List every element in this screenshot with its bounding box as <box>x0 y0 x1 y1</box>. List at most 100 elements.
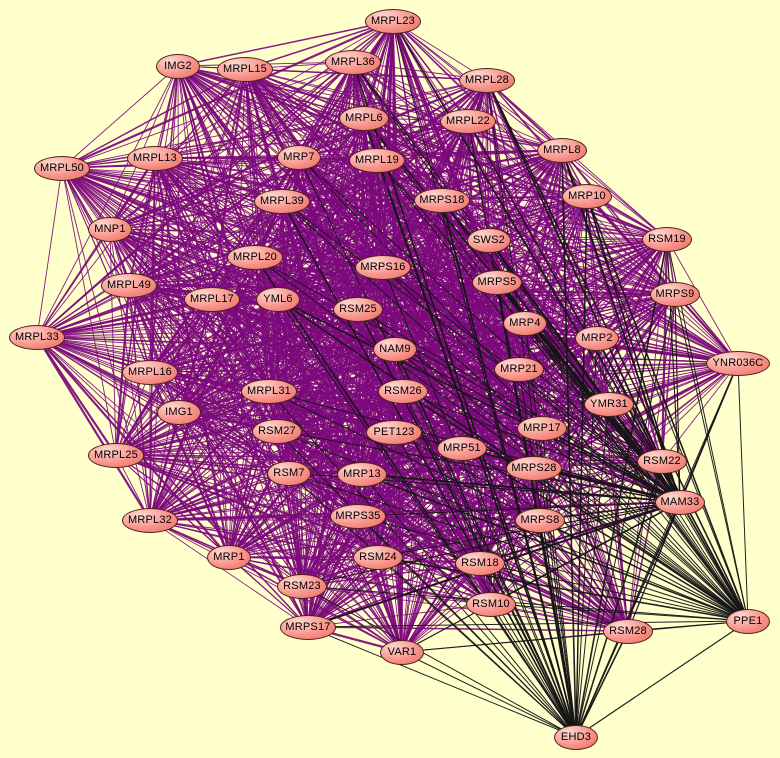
node-label: RSM10 <box>472 597 510 610</box>
node-label: RSM7 <box>273 466 305 479</box>
node-mrps28[interactable]: MRPS28 <box>505 455 563 481</box>
node-mrpl32[interactable]: MRPL32 <box>121 507 179 533</box>
node-mrpl22[interactable]: MRPL22 <box>439 108 497 134</box>
edge <box>666 238 739 364</box>
edge <box>467 120 629 632</box>
node-label: MRPL19 <box>354 153 399 166</box>
node-mrpl17[interactable]: MRPL17 <box>183 286 241 312</box>
node-mrps9[interactable]: MRPS9 <box>650 281 700 307</box>
node-mrp13[interactable]: MRP13 <box>337 461 387 487</box>
node-label: MRP17 <box>523 421 561 434</box>
node-mrps17[interactable]: MRPS17 <box>279 614 337 640</box>
node-mrpl36[interactable]: MRPL36 <box>324 49 382 75</box>
node-mrpl8[interactable]: MRPL8 <box>537 137 587 163</box>
edge <box>301 519 541 587</box>
edge <box>307 515 359 628</box>
node-mrpl39[interactable]: MRPL39 <box>253 188 311 214</box>
node-rsm24[interactable]: RSM24 <box>353 544 403 570</box>
edge <box>361 473 681 503</box>
node-ehd3[interactable]: EHD3 <box>554 724 598 750</box>
edge <box>307 626 577 738</box>
node-rsm10[interactable]: RSM10 <box>466 591 516 617</box>
node-label: MRP2 <box>581 331 613 344</box>
node-nam9[interactable]: NAM9 <box>373 336 417 362</box>
node-rsm22[interactable]: RSM22 <box>637 448 687 474</box>
node-mam33[interactable]: MAM33 <box>655 489 705 515</box>
node-mrp51[interactable]: MRP51 <box>437 435 487 461</box>
node-mrpl25[interactable]: MRPL25 <box>87 442 145 468</box>
edge <box>486 79 681 503</box>
node-mrpl49[interactable]: MRPL49 <box>100 272 158 298</box>
node-label: MRPL23 <box>370 14 415 27</box>
node-mrpl50[interactable]: MRPL50 <box>33 155 91 181</box>
edge <box>36 336 303 587</box>
node-label: MNP1 <box>94 222 126 235</box>
node-label: MRPL39 <box>259 194 304 207</box>
node-mrpl31[interactable]: MRPL31 <box>240 378 298 404</box>
node-mrpl19[interactable]: MRPL19 <box>348 147 406 173</box>
node-mrp4[interactable]: MRP4 <box>503 310 547 336</box>
node-mrpl28[interactable]: MRPL28 <box>458 67 516 93</box>
edge <box>490 603 577 738</box>
node-var1[interactable]: VAR1 <box>380 639 424 665</box>
node-mrps18[interactable]: MRPS18 <box>413 187 471 213</box>
node-img1[interactable]: IMG1 <box>157 399 201 425</box>
node-rsm26[interactable]: RSM26 <box>378 378 428 404</box>
edge <box>254 159 378 258</box>
edge <box>109 228 404 392</box>
node-mnp1[interactable]: MNP1 <box>88 216 132 242</box>
node-mrpl20[interactable]: MRPL20 <box>226 244 284 270</box>
node-yml6[interactable]: YML6 <box>256 286 300 312</box>
edge <box>298 156 681 503</box>
node-ynr036c[interactable]: YNR036C <box>706 350 770 376</box>
edge <box>154 157 378 161</box>
node-mrps8[interactable]: MRPS8 <box>515 507 565 533</box>
node-rsm7[interactable]: RSM7 <box>267 460 311 486</box>
node-mrp2[interactable]: MRP2 <box>575 325 619 351</box>
node-rsm19[interactable]: RSM19 <box>642 226 692 252</box>
node-ymr31[interactable]: YMR31 <box>584 391 634 417</box>
node-mrpl16[interactable]: MRPL16 <box>121 359 179 385</box>
node-rsm23[interactable]: RSM23 <box>277 573 327 599</box>
node-mrpl13[interactable]: MRPL13 <box>126 145 184 171</box>
edge <box>254 195 588 258</box>
node-mrp7[interactable]: MRP7 <box>277 144 321 170</box>
edge <box>228 472 290 558</box>
node-mrp10[interactable]: MRP10 <box>562 183 612 209</box>
node-rsm28[interactable]: RSM28 <box>603 618 653 644</box>
node-label: RSM19 <box>648 232 686 245</box>
node-sws2[interactable]: SWS2 <box>467 227 511 253</box>
node-rsm18[interactable]: RSM18 <box>455 550 505 576</box>
edge <box>401 460 663 653</box>
node-pet123[interactable]: PET123 <box>365 419 423 445</box>
edge <box>298 156 749 622</box>
edge <box>401 620 749 653</box>
node-mrp21[interactable]: MRP21 <box>494 356 544 382</box>
node-ppe1[interactable]: PPE1 <box>726 608 770 634</box>
edge <box>268 389 610 406</box>
edge <box>307 620 749 628</box>
node-mrpl23[interactable]: MRPL23 <box>364 8 422 34</box>
node-label: IMG1 <box>165 405 193 418</box>
node-mrpl15[interactable]: MRPL15 <box>216 56 274 82</box>
edge <box>674 293 749 622</box>
node-img2[interactable]: IMG2 <box>156 53 200 79</box>
edge <box>377 556 577 738</box>
edge <box>211 298 404 392</box>
node-rsm25[interactable]: RSM25 <box>333 296 383 322</box>
edge <box>394 348 577 738</box>
node-mrp1[interactable]: MRP1 <box>207 544 251 570</box>
node-mrps5[interactable]: MRPS5 <box>472 269 522 295</box>
node-label: MRPL32 <box>127 513 172 526</box>
node-mrps35[interactable]: MRPS35 <box>329 503 387 529</box>
edge <box>737 362 749 622</box>
node-rsm27[interactable]: RSM27 <box>252 418 302 444</box>
edge <box>149 467 535 521</box>
edge <box>401 562 481 653</box>
node-mrpl6[interactable]: MRPL6 <box>339 105 389 131</box>
node-mrp17[interactable]: MRP17 <box>517 415 567 441</box>
node-mrps16[interactable]: MRPS16 <box>354 254 412 280</box>
edge <box>490 603 749 622</box>
node-mrpl33[interactable]: MRPL33 <box>8 324 66 350</box>
node-label: RSM22 <box>643 454 681 467</box>
